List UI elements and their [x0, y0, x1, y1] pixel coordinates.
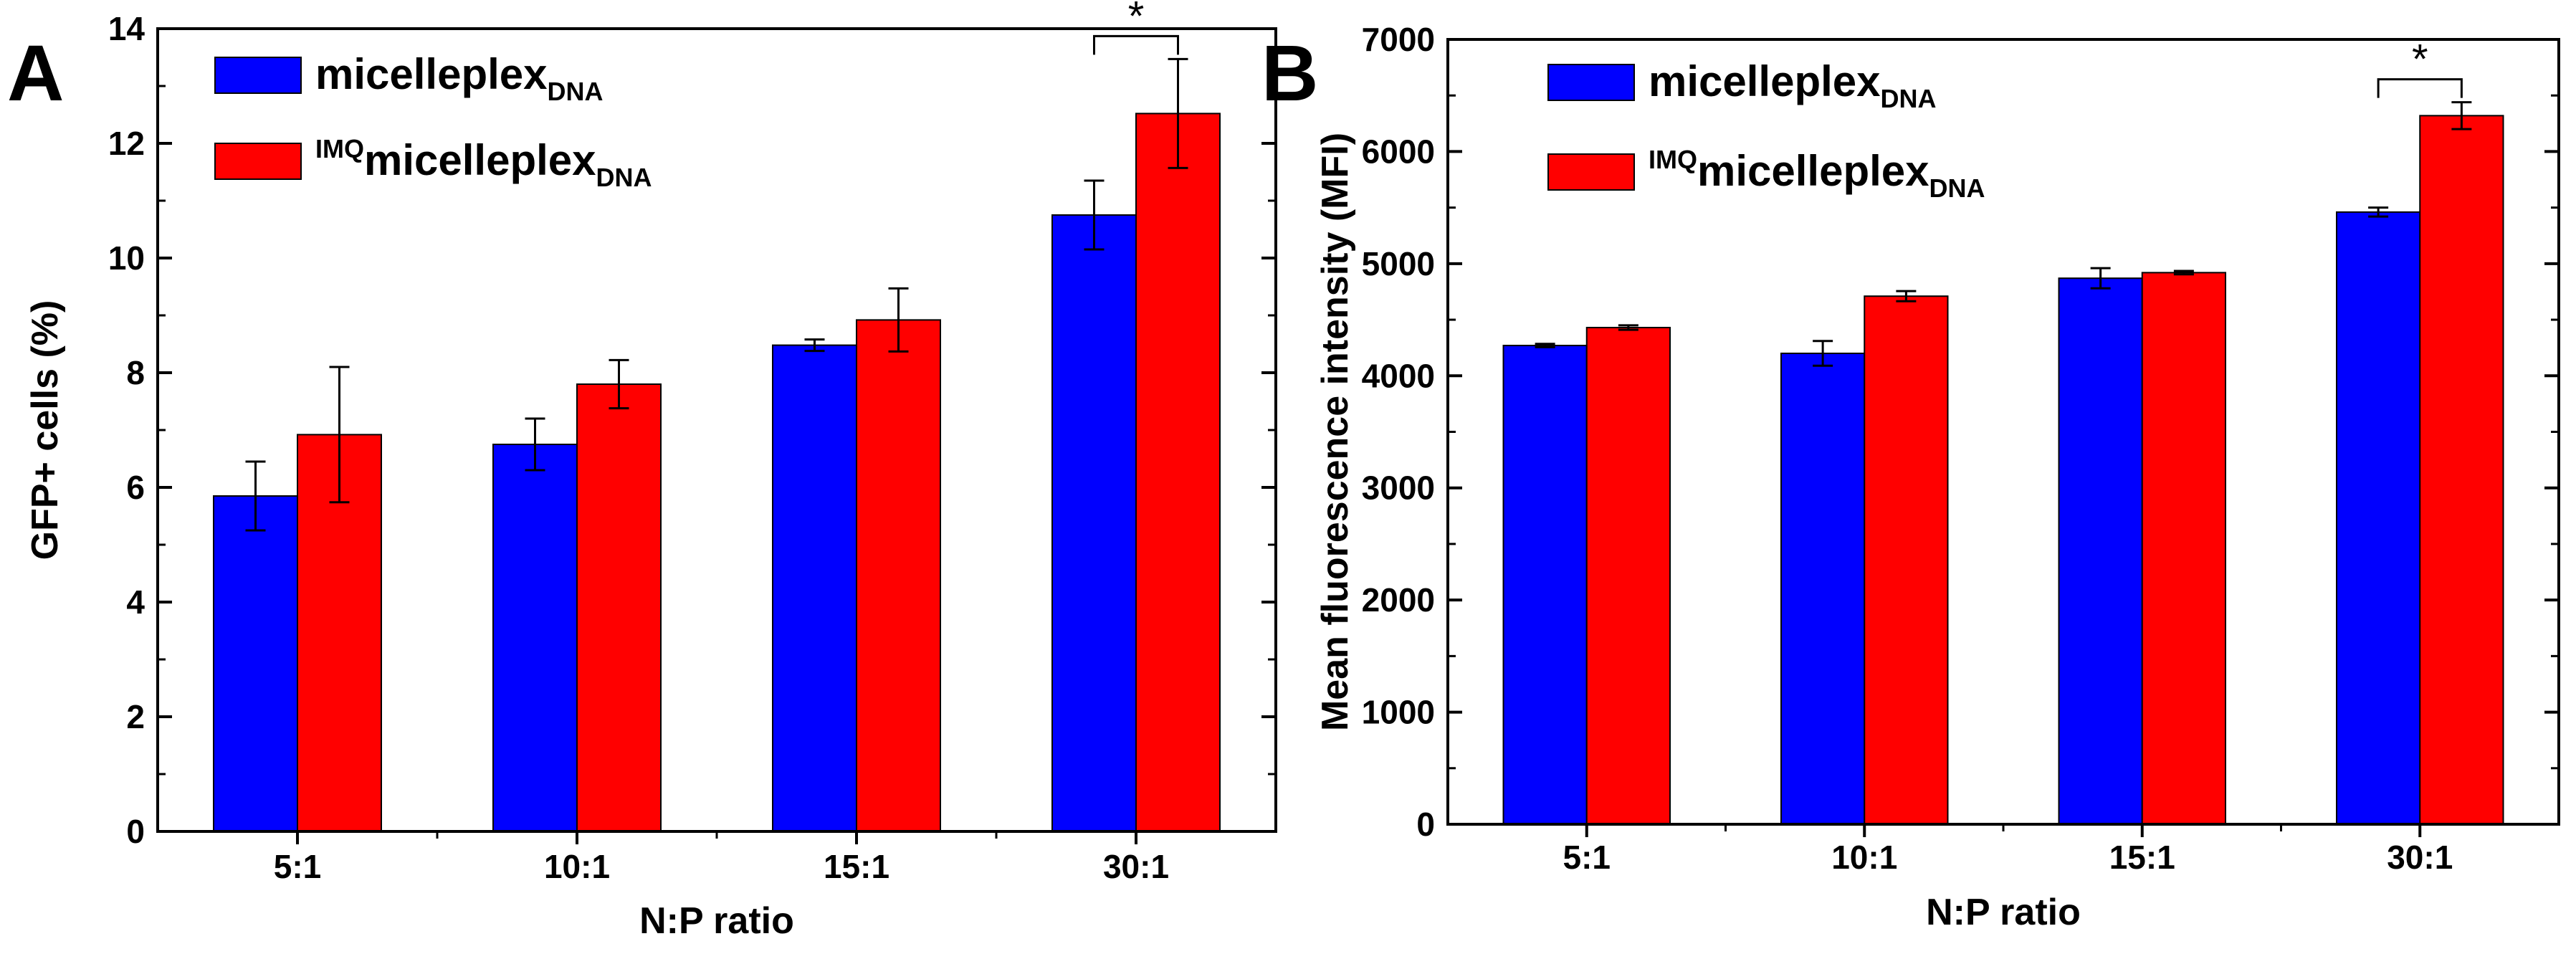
- y-tick-label: 12: [108, 125, 145, 162]
- error-bar-15-1-series-1: [804, 338, 825, 353]
- legend-label: micelleplexDNA: [315, 50, 604, 106]
- y-tick-label: 7000: [1362, 21, 1435, 58]
- y-tick-label: 10: [108, 239, 145, 277]
- error-bar-5-1-series-2: [329, 366, 350, 504]
- x-tick-label: 30:1: [1103, 848, 1169, 885]
- y-tick-label: 8: [126, 354, 145, 391]
- legend-swatch: [214, 57, 302, 94]
- legend-label: IMQmicelleplexDNA: [315, 134, 652, 192]
- bar-30-1-series-1: [1051, 214, 1137, 832]
- error-bar-5-1-series-2: [1618, 324, 1638, 331]
- error-bar-30-1-series-1: [2368, 206, 2389, 218]
- bar-5-1-series-1: [213, 495, 298, 832]
- legend-entry-2: IMQmicelleplexDNA: [214, 134, 652, 192]
- error-bar-30-1-series-2: [1168, 57, 1188, 169]
- y-tick-label: 14: [108, 10, 146, 47]
- significance-label: *: [2412, 37, 2428, 83]
- error-bar-10-1-series-1: [525, 417, 545, 472]
- error-bar-30-1-series-1: [1084, 179, 1105, 251]
- y-axis-label: GFP+ cells (%): [24, 300, 66, 560]
- bar-30-1-series-2: [1135, 113, 1221, 832]
- y-tick-label: 0: [1416, 806, 1435, 843]
- error-bar-10-1-series-1: [1813, 340, 1833, 367]
- x-tick-label: 15:1: [2109, 839, 2175, 876]
- bar-10-1-series-1: [492, 444, 578, 832]
- panel-letter: B: [1261, 29, 1318, 118]
- significance-bracket: [2377, 78, 2463, 98]
- x-tick-label: 15:1: [824, 848, 889, 885]
- y-tick-label: 4000: [1362, 357, 1435, 394]
- legend-entry-1: micelleplexDNA: [214, 50, 604, 106]
- x-tick-label: 10:1: [1831, 839, 1897, 876]
- significance-bracket: [1093, 34, 1179, 55]
- legend-swatch: [214, 143, 302, 180]
- legend-label: IMQmicelleplexDNA: [1649, 145, 1985, 203]
- bar-10-1-series-2: [1864, 295, 1949, 825]
- bar-15-1-series-2: [856, 319, 941, 832]
- x-tick-label: 5:1: [274, 848, 321, 885]
- error-bar-5-1-series-1: [1535, 343, 1555, 348]
- y-tick-label: 3000: [1362, 469, 1435, 507]
- y-tick-label: 2: [126, 698, 145, 735]
- bar-10-1-series-2: [576, 383, 662, 832]
- error-bar-15-1-series-1: [2090, 267, 2111, 290]
- y-tick-label: 5000: [1362, 245, 1435, 282]
- bar-15-1-series-1: [2058, 277, 2143, 825]
- bar-15-1-series-2: [2141, 272, 2226, 826]
- bar-10-1-series-1: [1780, 353, 1866, 825]
- panel-letter: A: [7, 29, 64, 118]
- legend-entry-1: micelleplexDNA: [1547, 57, 1937, 113]
- x-axis-label: N:P ratio: [639, 900, 794, 942]
- legend-swatch: [1547, 153, 1635, 191]
- error-bar-10-1-series-2: [1896, 290, 1917, 302]
- y-axis-label: Mean fluorescence intensity (MFI): [1315, 133, 1356, 731]
- y-tick-label: 0: [126, 813, 145, 850]
- error-bar-30-1-series-2: [2451, 101, 2472, 130]
- x-axis-label: N:P ratio: [1926, 892, 2081, 933]
- legend-label: micelleplexDNA: [1649, 57, 1937, 113]
- significance-label: *: [1128, 0, 1145, 39]
- error-bar-5-1-series-1: [245, 460, 266, 532]
- error-bar-15-1-series-2: [2173, 269, 2194, 276]
- y-tick-label: 6: [126, 469, 145, 506]
- bar-30-1-series-1: [2336, 211, 2421, 825]
- legend-swatch: [1547, 64, 1635, 101]
- error-bar-10-1-series-2: [609, 358, 629, 410]
- x-tick-label: 30:1: [2387, 839, 2453, 876]
- error-bar-15-1-series-2: [888, 287, 909, 353]
- bar-5-1-series-1: [1502, 345, 1588, 825]
- y-tick-label: 2000: [1362, 581, 1435, 619]
- legend-entry-2: IMQmicelleplexDNA: [1547, 145, 1985, 203]
- x-tick-label: 10:1: [544, 848, 610, 885]
- bar-15-1-series-1: [772, 344, 857, 833]
- x-tick-label: 5:1: [1563, 839, 1611, 876]
- bar-30-1-series-2: [2419, 115, 2504, 826]
- panel-a: * 0 2 4 6 8 10 12 14 5:1 10:1 15:1 30:1 N:P ratio GFP+…: [7, 0, 1277, 942]
- bar-5-1-series-2: [1585, 327, 1671, 825]
- y-tick-label: 4: [126, 583, 145, 621]
- y-tick-label: 1000: [1362, 694, 1435, 731]
- panel-b: * 0 1000 2000 3000 4000 5000 6000 7000 5:1 10:1 15:…: [1261, 21, 2560, 933]
- y-tick-label: 6000: [1362, 133, 1435, 170]
